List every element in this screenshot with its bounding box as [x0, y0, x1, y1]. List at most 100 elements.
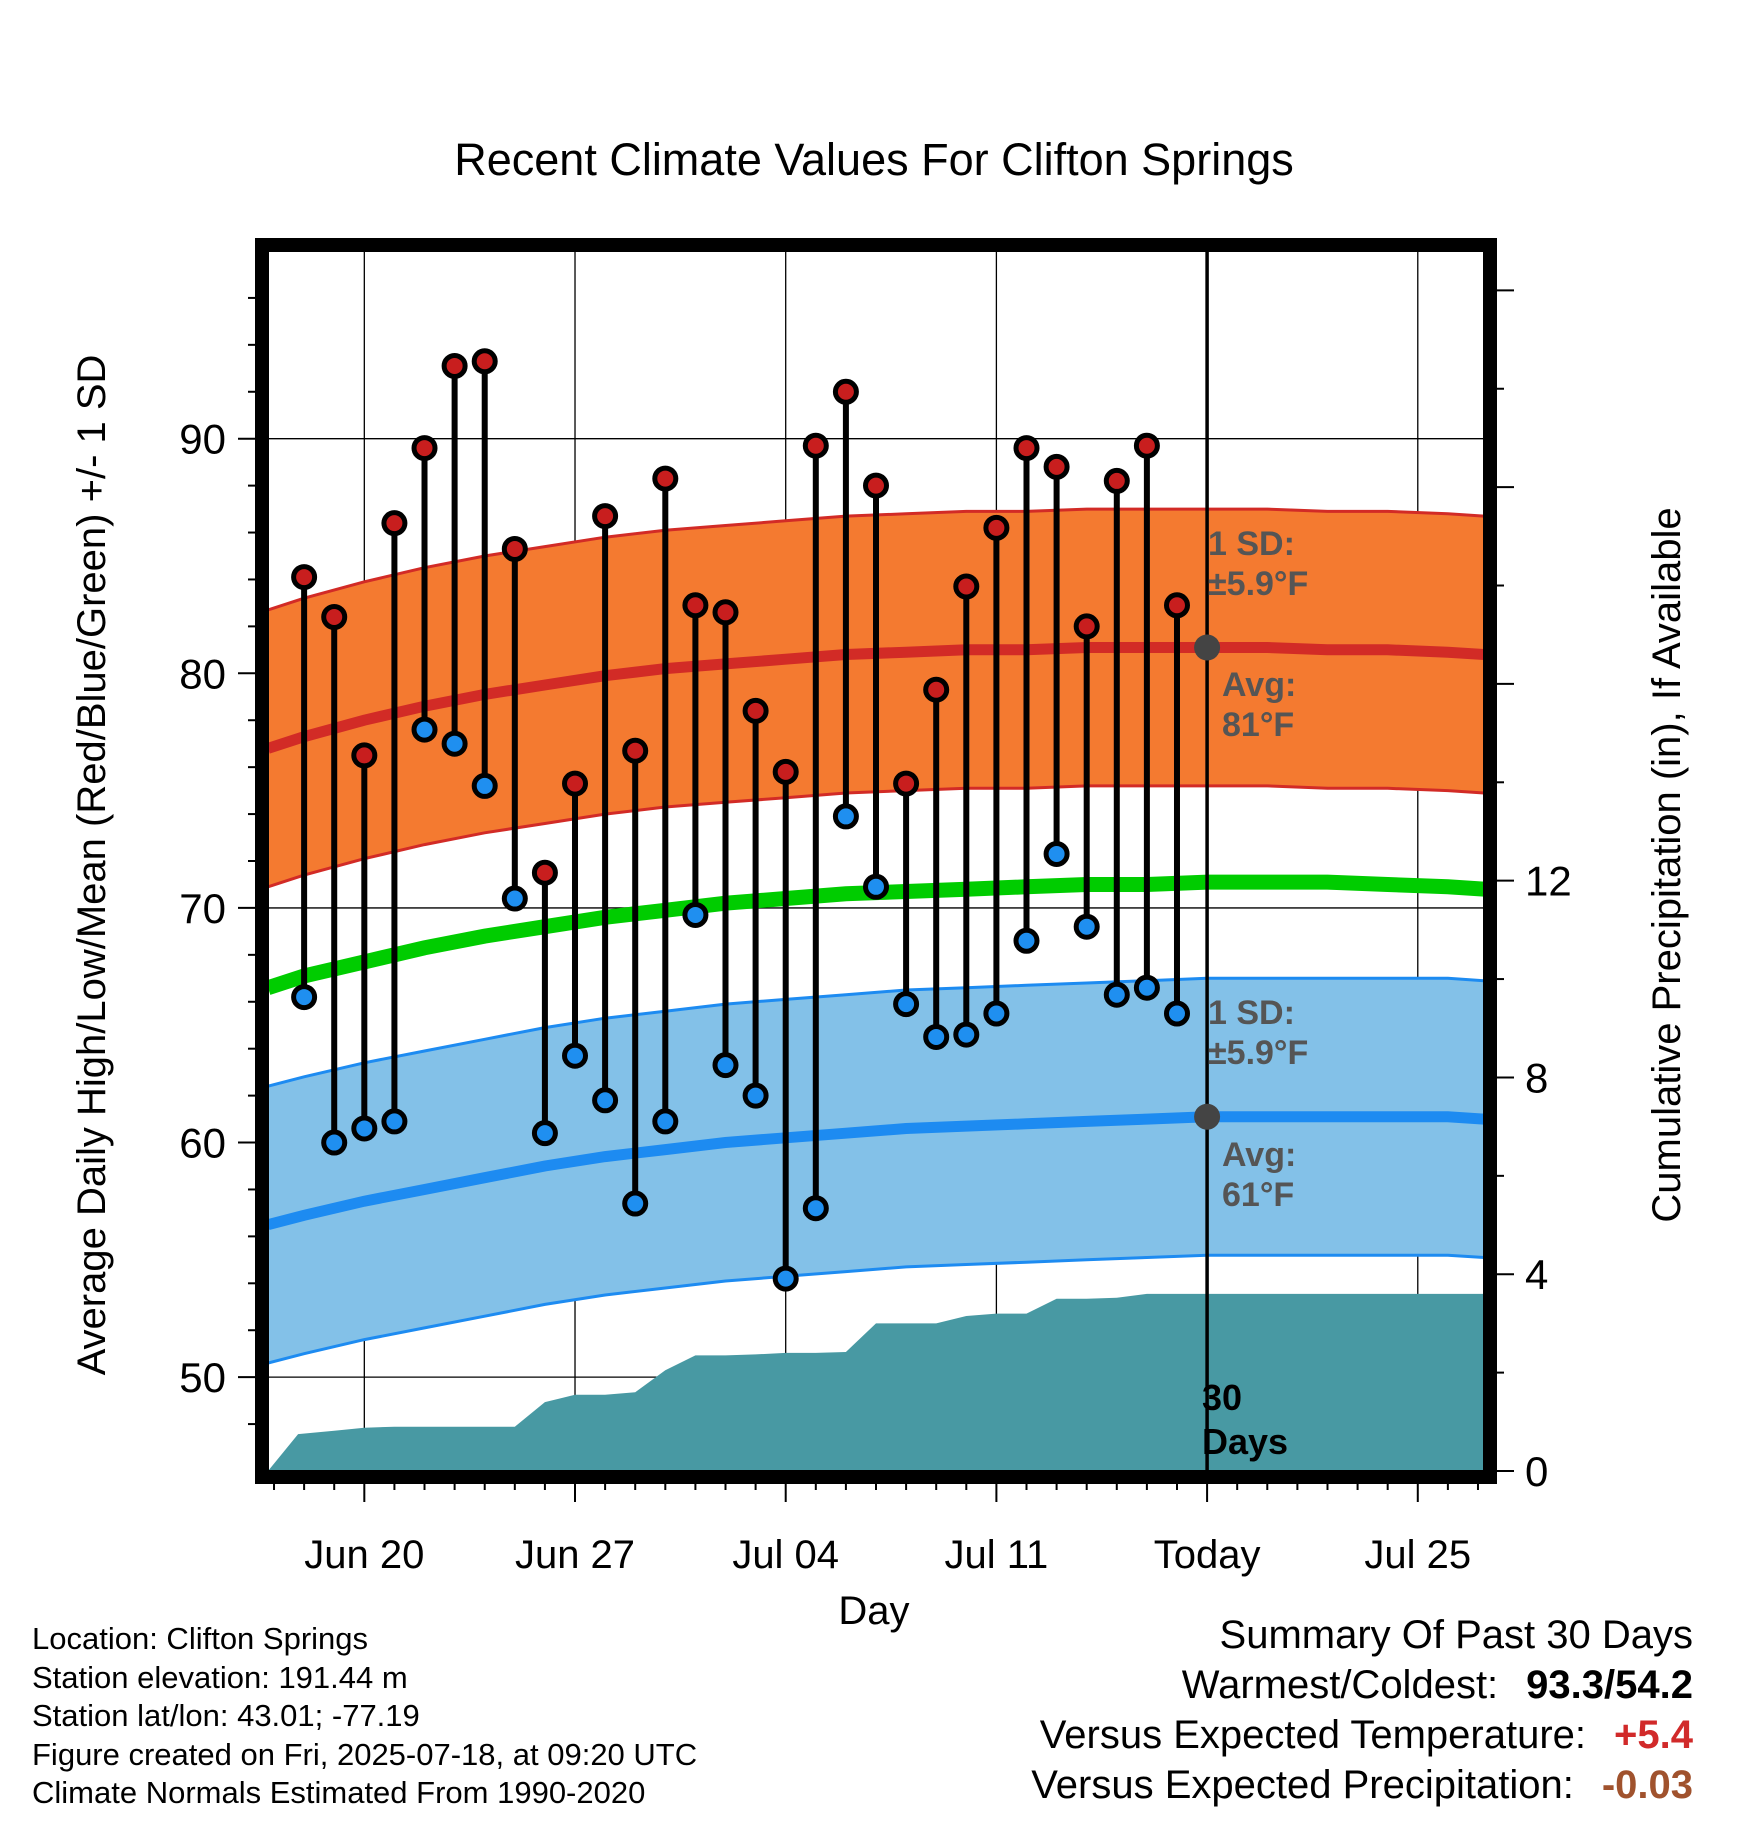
obs-high-point	[291, 564, 318, 591]
low-sd-label: 1 SD:	[1208, 994, 1295, 1032]
low-sd-label: ±5.9°F	[1208, 1034, 1308, 1072]
obs-low-point	[321, 1129, 348, 1156]
today-high-avg-dot	[1194, 634, 1221, 661]
bottom-axis-tick-label: Jul 11	[945, 1533, 1049, 1577]
obs-low-point	[772, 1265, 799, 1292]
normals-text: Climate Normals Estimated From 1990-2020	[32, 1775, 646, 1810]
left-axis-tick-label: 50	[179, 1354, 226, 1401]
bottom-axis-tick-label: Jul 04	[732, 1533, 839, 1577]
precip-departure-value: -0.03	[1601, 1763, 1693, 1807]
obs-low-point	[802, 1195, 829, 1222]
obs-low-point	[411, 716, 438, 743]
right-axis-tick-label: 12	[1525, 858, 1572, 905]
obs-high-point	[471, 348, 498, 375]
obs-high-point	[923, 676, 950, 703]
obs-low-point	[562, 1042, 589, 1069]
obs-low-point	[291, 984, 318, 1011]
obs-low-point	[501, 885, 528, 912]
obs-low-point	[471, 772, 498, 799]
obs-low-point	[742, 1082, 769, 1109]
obs-low-point	[923, 1023, 950, 1050]
y-left-axis-title: Average Daily High/Low/Mean (Red/Blue/Gr…	[70, 355, 114, 1376]
location-text: Location: Clifton Springs	[32, 1621, 369, 1656]
chart-title: Recent Climate Values For Clifton Spring…	[454, 134, 1294, 185]
left-axis-tick-label: 80	[179, 650, 226, 697]
created-text: Figure created on Fri, 2025-07-18, at 09…	[32, 1736, 698, 1772]
left-axis-tick-label: 90	[179, 416, 226, 463]
obs-high-point	[1103, 467, 1130, 494]
high-sd-label: 1 SD:	[1208, 525, 1295, 563]
obs-high-point	[682, 592, 709, 619]
obs-low-point	[652, 1108, 679, 1135]
daily-observations	[291, 348, 1190, 1292]
obs-high-point	[953, 573, 980, 600]
temp-departure-label: Versus Expected Temperature:	[1039, 1713, 1587, 1757]
bottom-axis-tick-label: Jul 25	[1364, 1533, 1471, 1577]
warmest-coldest-row: Warmest/Coldest: 93.3/54.2	[1031, 1660, 1693, 1710]
high-avg-label: Avg:	[1222, 666, 1296, 704]
obs-high-point	[441, 352, 468, 379]
obs-high-point	[1043, 453, 1070, 480]
obs-low-point	[983, 1000, 1010, 1027]
obs-high-point	[652, 465, 679, 492]
left-axis-tick-label: 60	[179, 1120, 226, 1167]
obs-high-point	[742, 697, 769, 724]
obs-low-point	[1043, 840, 1070, 867]
obs-high-point	[832, 378, 859, 405]
obs-high-point	[863, 472, 889, 499]
x-axis-title: Day	[838, 1589, 909, 1633]
low-sd-band	[268, 978, 1484, 1364]
warmest-coldest-value: 93.3/54.2	[1526, 1663, 1693, 1707]
obs-low-point	[441, 730, 468, 757]
low-avg-label: Avg:	[1222, 1136, 1296, 1174]
station-info: Location: Clifton Springs Station elevat…	[32, 1620, 697, 1813]
obs-high-point	[772, 758, 799, 785]
obs-high-point	[411, 435, 438, 462]
obs-low-point	[832, 803, 859, 830]
obs-high-point	[321, 604, 348, 630]
obs-low-point	[592, 1087, 619, 1114]
obs-high-point	[802, 432, 829, 459]
low-band-lower-edge	[268, 1253, 1484, 1365]
obs-high-point	[592, 503, 619, 530]
obs-high-point	[1013, 435, 1040, 462]
bottom-axis-tick-label: Jun 20	[304, 1533, 424, 1577]
obs-high-point	[1163, 592, 1190, 619]
obs-low-point	[893, 991, 920, 1018]
obs-low-point	[863, 873, 889, 900]
obs-low-point	[712, 1052, 739, 1079]
obs-high-point	[381, 510, 408, 537]
obs-high-point	[893, 770, 920, 797]
latlon-text: Station lat/lon: 43.01; -77.19	[32, 1698, 420, 1733]
obs-high-point	[622, 737, 649, 764]
left-axis-tick-label: 70	[179, 885, 226, 932]
obs-high-point	[1133, 432, 1160, 459]
obs-high-point	[351, 742, 378, 769]
low-avg-label: 61°F	[1222, 1176, 1294, 1214]
y-right-axis-title: Cumulative Precipitation (in), If Availa…	[1645, 507, 1689, 1222]
high-sd-label: ±5.9°F	[1208, 565, 1308, 603]
axes: 50 60 70 80 90 0 4 8 12 Jun 20 Jun 27 Jul 04 Jul 11 T…	[70, 289, 1689, 1633]
obs-high-point	[562, 770, 589, 797]
obs-low-point	[351, 1115, 378, 1142]
right-axis-tick-label: 0	[1525, 1448, 1548, 1495]
summary-title: Summary Of Past 30 Days	[1219, 1613, 1693, 1657]
obs-low-point	[1103, 981, 1130, 1008]
thirty-days-label: 30	[1202, 1377, 1242, 1418]
today-low-avg-dot	[1194, 1103, 1221, 1130]
summary-panel: Summary Of Past 30 Days Warmest/Coldest:…	[1031, 1610, 1693, 1810]
elevation-text: Station elevation: 191.44 m	[32, 1659, 408, 1695]
low-normal-line	[268, 1111, 1484, 1231]
right-axis-tick-label: 8	[1525, 1054, 1548, 1101]
precip-departure-row: Versus Expected Precipitation: -0.03	[1031, 1760, 1693, 1810]
obs-high-point	[1073, 613, 1100, 640]
temp-departure-value: +5.4	[1614, 1713, 1693, 1757]
temp-departure-row: Versus Expected Temperature: +5.4	[1031, 1710, 1693, 1760]
obs-high-point	[531, 859, 558, 886]
obs-high-point	[712, 599, 739, 626]
obs-low-point	[1013, 927, 1040, 954]
thirty-days-label: Days	[1202, 1421, 1288, 1462]
obs-low-point	[682, 901, 709, 928]
